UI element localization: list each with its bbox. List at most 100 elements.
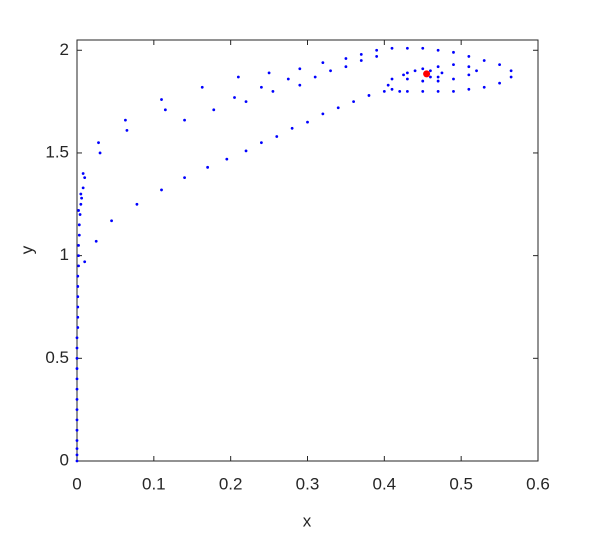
point [421,67,425,71]
point [467,73,471,77]
point [509,75,513,79]
point [436,65,440,69]
point [390,46,394,50]
plot-frame [76,39,539,462]
point [233,96,236,99]
x-tick-label: 0.1 [142,474,166,493]
point [509,69,513,73]
point [75,459,79,463]
point [76,326,80,329]
point [498,81,501,85]
point [275,135,279,138]
point [83,176,87,179]
point [475,69,478,73]
point [423,70,431,78]
point [75,367,79,370]
point [76,285,80,288]
point [482,59,486,62]
point [498,63,501,67]
point [405,89,409,93]
point [236,75,240,79]
point [390,77,394,81]
x-tick-label: 0.3 [296,474,320,493]
point [160,98,163,101]
point [429,69,432,73]
point [367,94,371,97]
point [344,57,348,60]
point [413,69,417,73]
x-tick-label: 0.4 [373,474,397,493]
point [206,165,210,169]
y-axis-label: y [17,245,36,254]
point [306,120,309,124]
point [80,196,84,200]
point [97,141,100,145]
point [75,346,79,350]
point [321,61,325,64]
point [81,186,85,190]
point [77,209,80,212]
point [83,260,87,264]
point [405,77,409,81]
point [200,85,204,89]
point [452,63,455,67]
point [135,202,139,206]
point [260,141,263,145]
point [290,126,294,130]
y-tick-label: 0.5 [45,348,69,367]
point [75,336,79,340]
point [77,223,81,227]
point [78,213,82,216]
point [75,397,79,401]
point [344,65,348,69]
point [244,149,248,153]
point [75,387,79,391]
point [75,418,79,422]
point [79,202,83,206]
x-tick-label: 0.5 [449,474,473,493]
point [405,71,409,75]
point [160,188,163,192]
point [125,128,129,132]
point [75,439,79,442]
point [260,85,263,89]
y-tick-label: 0 [60,450,69,469]
point [386,83,390,87]
point [482,85,486,89]
point [271,89,275,93]
point [75,377,79,381]
point [452,50,455,54]
x-tick-label: 0.2 [219,474,243,493]
x-tick-label: 0.6 [526,474,550,493]
point [329,69,332,73]
point [75,453,79,457]
y-tick-label: 1.5 [45,142,69,161]
point [440,71,444,75]
y-tick-label: 2 [60,40,69,59]
point [359,52,363,56]
point [76,305,80,309]
point [225,157,229,161]
point [267,71,271,75]
point [398,89,402,93]
point [336,106,340,110]
point [79,192,83,196]
point [467,55,471,58]
point [436,89,440,93]
point [436,75,440,79]
point [467,65,471,69]
point [436,48,440,52]
point [110,219,113,223]
point [390,87,394,91]
point [467,87,471,91]
point [452,77,455,81]
point [76,295,80,299]
point [76,274,80,278]
point [405,46,409,50]
point [75,447,79,451]
point [352,100,355,104]
point [421,89,425,93]
point [359,59,363,62]
point [298,67,302,71]
